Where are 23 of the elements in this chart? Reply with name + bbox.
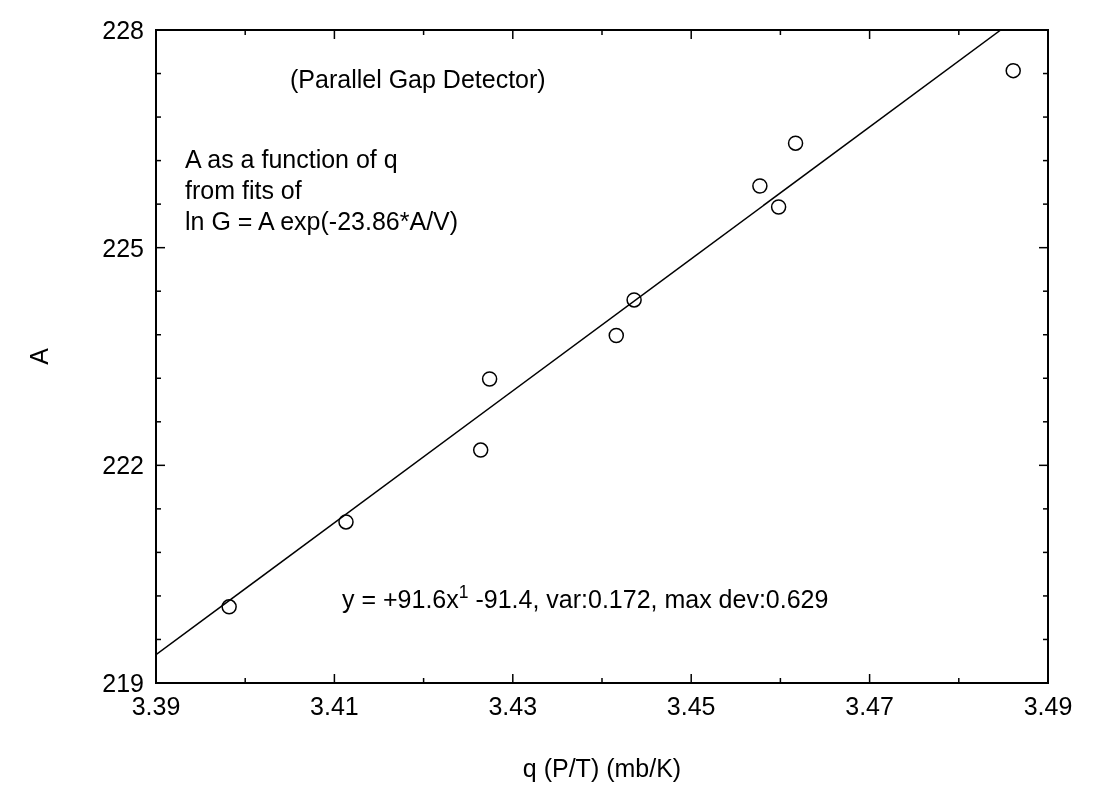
y-tick-label: 228: [102, 16, 144, 44]
annotation: A as a function of q from fits of ln G = A exp(-23.86*A/V): [185, 145, 459, 235]
point: [626, 292, 642, 308]
x-tick-label: 3.49: [1023, 692, 1073, 720]
y-axis-title: A: [25, 347, 53, 365]
point: [221, 599, 237, 615]
x-tick-label: 3.41: [310, 692, 359, 720]
point: [787, 135, 804, 151]
point: [752, 178, 768, 194]
annotation: y = +91.6x$^{1}$ -91.4, var:0.172, max dev:0.629: [342, 582, 829, 613]
x-tick-label: 3.45: [666, 692, 716, 720]
x-axis-title: q (P/T) (mb/K): [522, 754, 682, 782]
y-tick-label: 225: [102, 233, 144, 262]
x-tick-label: 3.43: [488, 692, 538, 720]
point: [481, 371, 498, 387]
point: [338, 514, 354, 530]
x-tick-label: 3.47: [845, 692, 894, 720]
y-tick-label: 222: [102, 451, 144, 480]
annotation: (Parallel Gap Detector): [290, 65, 546, 93]
point: [1005, 62, 1021, 79]
point: [472, 442, 489, 458]
point: [608, 327, 625, 344]
point: [770, 199, 787, 215]
